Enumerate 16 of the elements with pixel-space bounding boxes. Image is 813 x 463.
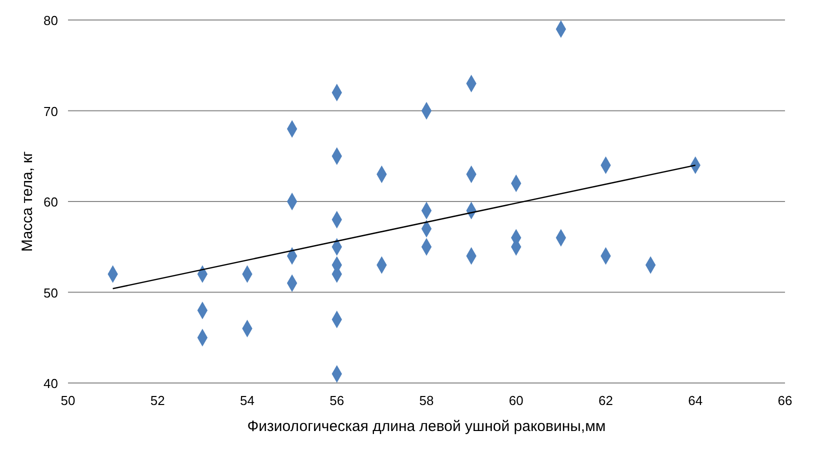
y-tick-label: 70 <box>44 104 58 119</box>
y-tick-label: 60 <box>44 194 58 210</box>
x-tick-label: 66 <box>778 393 792 408</box>
x-axis-title: Физиологическая длина левой ушной раковины,мм <box>247 418 606 435</box>
y-tick-label: 40 <box>44 376 58 391</box>
x-tick-label: 60 <box>508 393 524 408</box>
x-tick-label: 56 <box>330 393 344 408</box>
x-tick-label: 50 <box>60 393 76 408</box>
x-tick-label: 52 <box>150 393 165 408</box>
x-tick-label: 62 <box>598 393 613 408</box>
x-tick-label: 58 <box>419 393 434 408</box>
x-tick-label: 54 <box>240 393 254 408</box>
y-tick-label: 50 <box>44 285 58 300</box>
y-tick-label: 80 <box>44 13 58 28</box>
x-tick-label: 64 <box>688 393 703 408</box>
y-axis-title: Масса тела, кг <box>19 150 36 252</box>
